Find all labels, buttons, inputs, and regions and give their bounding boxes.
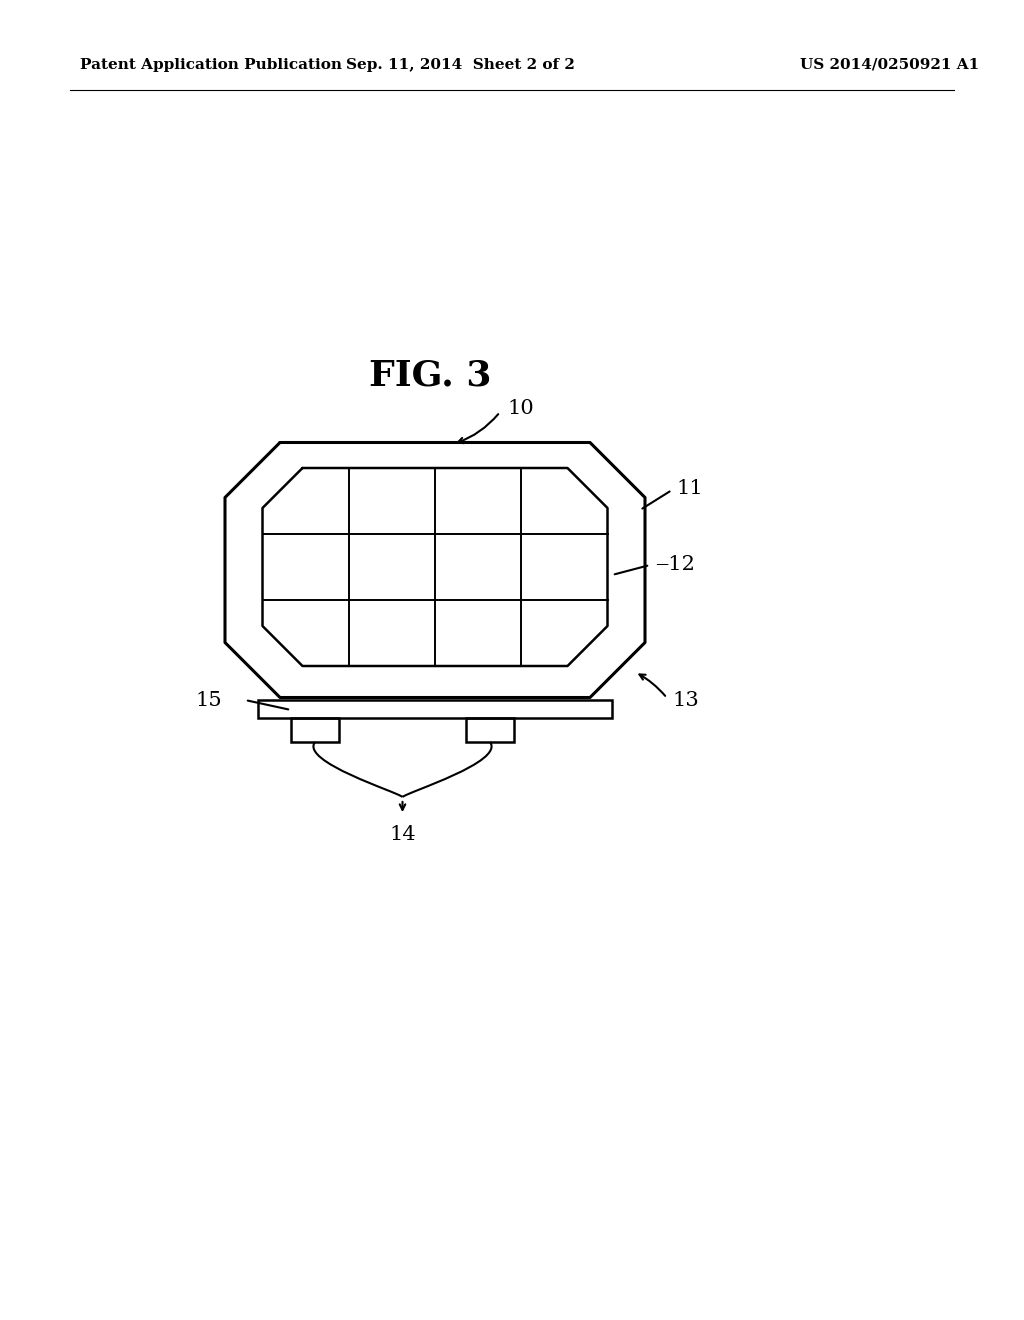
Bar: [466, 718, 514, 742]
Text: FIG. 3: FIG. 3: [369, 358, 492, 392]
Bar: [258, 700, 612, 718]
Text: 13: 13: [672, 690, 698, 710]
Text: Sep. 11, 2014  Sheet 2 of 2: Sep. 11, 2014 Sheet 2 of 2: [345, 58, 574, 73]
Text: Patent Application Publication: Patent Application Publication: [80, 58, 342, 73]
Text: 10: 10: [507, 399, 534, 417]
Bar: [291, 718, 339, 742]
Text: US 2014/0250921 A1: US 2014/0250921 A1: [801, 58, 980, 73]
Text: ‒12: ‒12: [655, 554, 695, 573]
Text: 14: 14: [389, 825, 416, 845]
Text: 11: 11: [676, 479, 702, 498]
Text: 15: 15: [195, 690, 221, 710]
